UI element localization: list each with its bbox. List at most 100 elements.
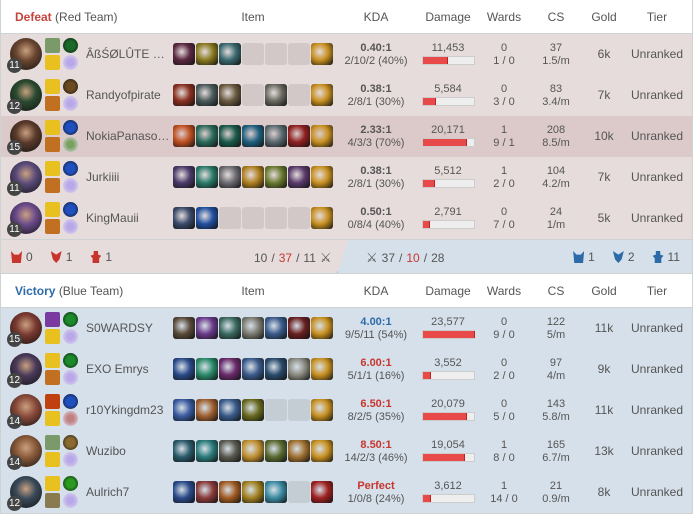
item-slot[interactable] (173, 125, 195, 147)
summoner-name[interactable]: KingMauii (86, 211, 139, 225)
item-slot[interactable] (173, 84, 195, 106)
keystone-rune-icon[interactable] (63, 202, 78, 217)
item-slot[interactable] (219, 84, 241, 106)
summoner-spell-icon[interactable] (45, 411, 60, 426)
item-slot[interactable] (311, 125, 333, 147)
item-slot[interactable] (173, 317, 195, 339)
summoner-name[interactable]: Wuzibo (86, 444, 126, 458)
summoner-spell-icon[interactable] (45, 353, 60, 368)
player-row[interactable]: 15 NokiaPanasonic 2.33:1 4/3/3 (70%) 20,1… (1, 116, 692, 157)
secondary-rune-icon[interactable] (63, 178, 78, 193)
item-slot[interactable] (311, 481, 333, 503)
keystone-rune-icon[interactable] (63, 79, 78, 94)
item-slot[interactable] (219, 358, 241, 380)
secondary-rune-icon[interactable] (63, 493, 78, 508)
item-slot[interactable] (288, 125, 310, 147)
player-row[interactable]: 12 Randyofpirate 0.38:1 2/8/1 (30%) 5,584… (1, 75, 692, 116)
summoner-spell-icon[interactable] (45, 452, 60, 467)
keystone-rune-icon[interactable] (63, 394, 78, 409)
player-row[interactable]: 12 Aulrich7 Perfect 1/0/8 (24%) 3,612 1 14… (1, 472, 692, 513)
keystone-rune-icon[interactable] (63, 476, 78, 491)
item-slot[interactable] (219, 317, 241, 339)
secondary-rune-icon[interactable] (63, 452, 78, 467)
summoner-spell-icon[interactable] (45, 161, 60, 176)
item-slot[interactable] (196, 481, 218, 503)
item-slot[interactable] (196, 43, 218, 65)
item-slot[interactable] (311, 440, 333, 462)
secondary-rune-icon[interactable] (63, 370, 78, 385)
summoner-spell-icon[interactable] (45, 493, 60, 508)
item-slot[interactable] (242, 399, 264, 421)
item-slot[interactable] (265, 440, 287, 462)
summoner-spell-icon[interactable] (45, 219, 60, 234)
summoner-spell-icon[interactable] (45, 329, 60, 344)
summoner-spell-icon[interactable] (45, 137, 60, 152)
summoner-spell-icon[interactable] (45, 312, 60, 327)
item-slot[interactable] (242, 440, 264, 462)
item-slot[interactable] (311, 84, 333, 106)
summoner-spell-icon[interactable] (45, 202, 60, 217)
summoner-spell-icon[interactable] (45, 435, 60, 450)
item-slot[interactable] (196, 399, 218, 421)
item-slot[interactable] (196, 166, 218, 188)
secondary-rune-icon[interactable] (63, 219, 78, 234)
item-slot[interactable] (196, 317, 218, 339)
item-slot[interactable] (265, 481, 287, 503)
item-slot[interactable] (196, 84, 218, 106)
item-slot[interactable] (173, 207, 195, 229)
summoner-name[interactable]: Randyofpirate (86, 88, 161, 102)
secondary-rune-icon[interactable] (63, 329, 78, 344)
summoner-name[interactable]: S0WARDSY (86, 321, 153, 335)
item-slot[interactable] (196, 440, 218, 462)
summoner-spell-icon[interactable] (45, 394, 60, 409)
summoner-name[interactable]: NokiaPanasonic (86, 129, 170, 143)
item-slot[interactable] (265, 166, 287, 188)
item-slot[interactable] (196, 207, 218, 229)
secondary-rune-icon[interactable] (63, 411, 78, 426)
keystone-rune-icon[interactable] (63, 312, 78, 327)
summoner-name[interactable]: r10Ykingdm23 (86, 403, 164, 417)
summoner-name[interactable]: Jurkiiii (86, 170, 120, 184)
item-slot[interactable] (173, 358, 195, 380)
item-slot[interactable] (311, 43, 333, 65)
player-row[interactable]: 14 r10Ykingdm23 6.50:1 8/2/5 (35%) 20,079… (1, 390, 692, 431)
item-slot[interactable] (288, 166, 310, 188)
summoner-spell-icon[interactable] (45, 55, 60, 70)
item-slot[interactable] (242, 358, 264, 380)
keystone-rune-icon[interactable] (63, 353, 78, 368)
item-slot[interactable] (311, 358, 333, 380)
item-slot[interactable] (242, 166, 264, 188)
keystone-rune-icon[interactable] (63, 161, 78, 176)
item-slot[interactable] (311, 207, 333, 229)
player-row[interactable]: 11 ÂßŚØLÛTE K... 0.40:1 2/10/2 (40%) 11,4… (1, 34, 692, 75)
summoner-spell-icon[interactable] (45, 178, 60, 193)
item-slot[interactable] (311, 166, 333, 188)
item-slot[interactable] (219, 481, 241, 503)
item-slot[interactable] (219, 125, 241, 147)
secondary-rune-icon[interactable] (63, 55, 78, 70)
summoner-spell-icon[interactable] (45, 96, 60, 111)
item-slot[interactable] (219, 440, 241, 462)
summoner-name[interactable]: ÂßŚØLÛTE K... (86, 47, 170, 61)
item-slot[interactable] (242, 317, 264, 339)
summoner-name[interactable]: EXO Emrys (86, 362, 149, 376)
item-slot[interactable] (288, 317, 310, 339)
item-slot[interactable] (196, 358, 218, 380)
summoner-spell-icon[interactable] (45, 79, 60, 94)
item-slot[interactable] (242, 125, 264, 147)
item-slot[interactable] (288, 358, 310, 380)
item-slot[interactable] (219, 399, 241, 421)
secondary-rune-icon[interactable] (63, 137, 78, 152)
keystone-rune-icon[interactable] (63, 120, 78, 135)
item-slot[interactable] (219, 166, 241, 188)
item-slot[interactable] (196, 125, 218, 147)
item-slot[interactable] (311, 399, 333, 421)
summoner-spell-icon[interactable] (45, 120, 60, 135)
item-slot[interactable] (173, 399, 195, 421)
keystone-rune-icon[interactable] (63, 435, 78, 450)
